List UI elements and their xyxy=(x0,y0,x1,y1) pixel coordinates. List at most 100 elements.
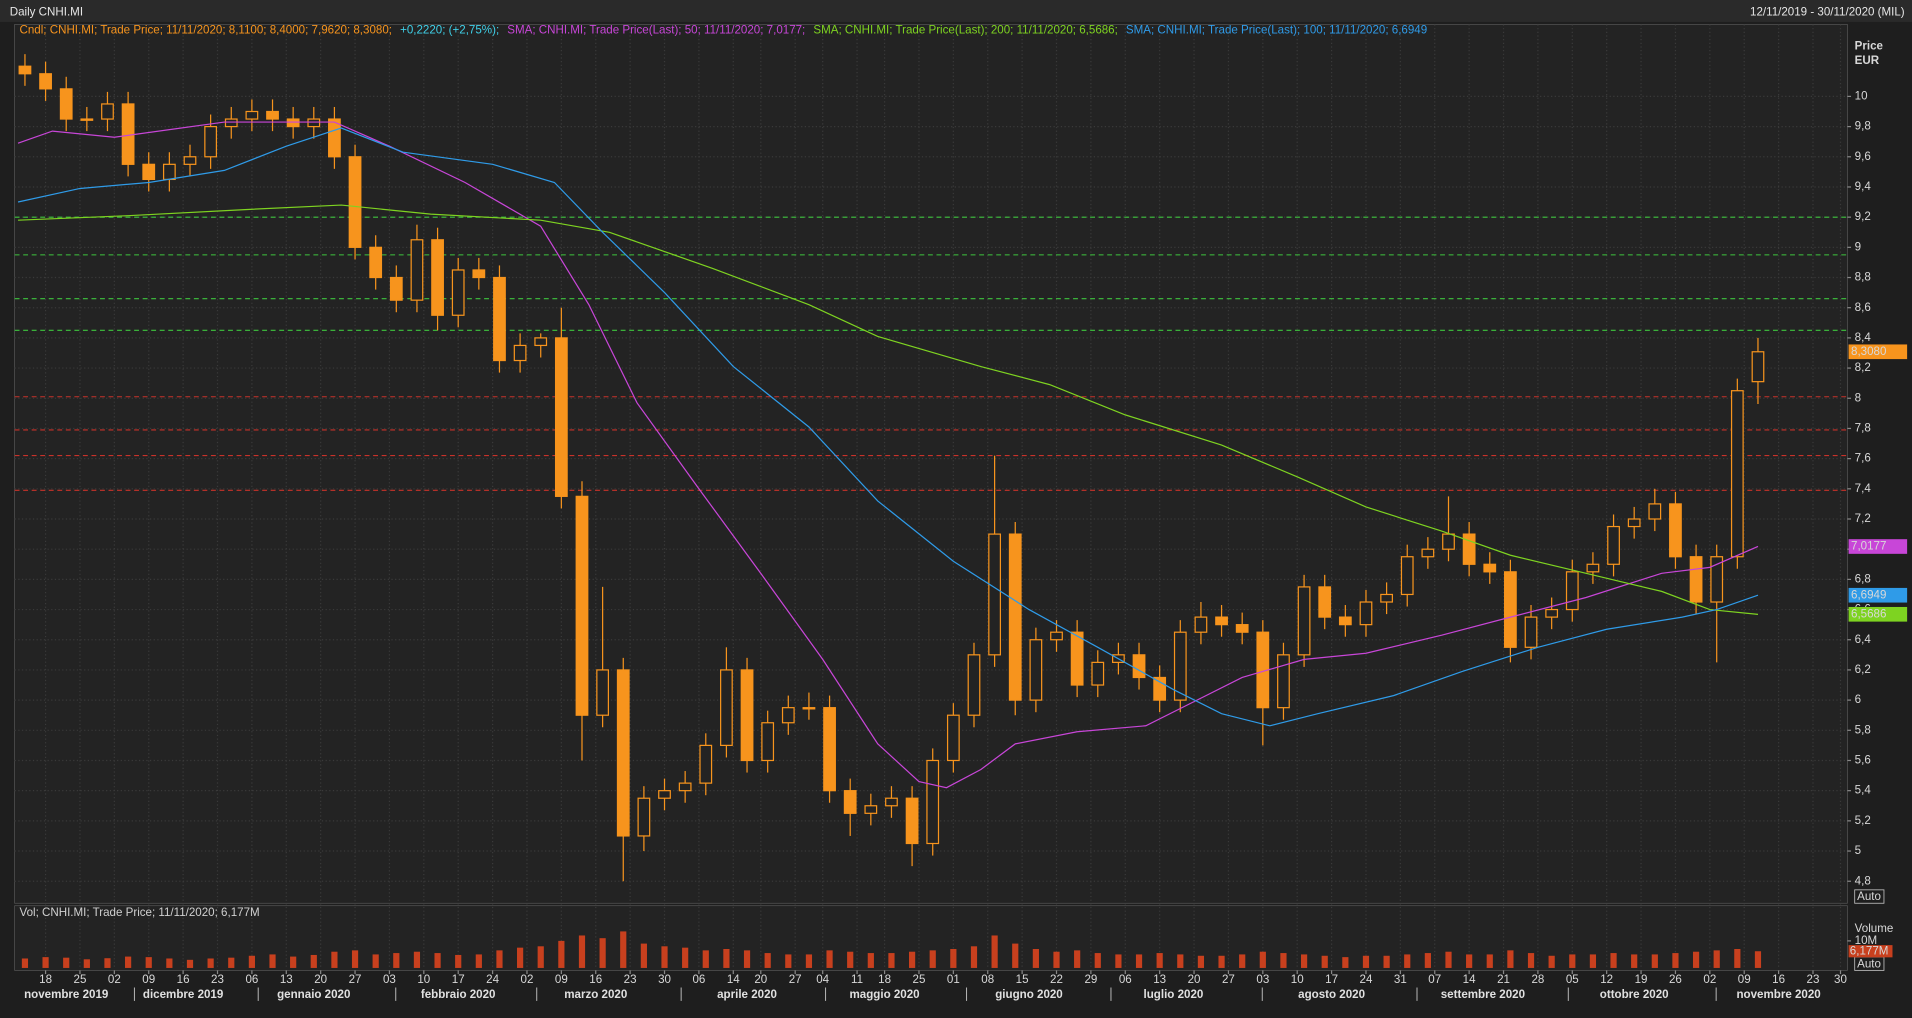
x-tick-label: 27 xyxy=(349,974,362,986)
volume-bar xyxy=(1527,953,1535,968)
auto-label[interactable]: Auto xyxy=(1857,891,1881,903)
candle-body xyxy=(162,163,176,181)
x-tick-label: 01 xyxy=(947,974,960,986)
x-tick-label: 02 xyxy=(108,974,121,986)
candle-body xyxy=(1421,548,1435,558)
candle-body xyxy=(1483,563,1497,573)
legend: Cndl; CNHI.MI; Trade Price; 11/11/2020; … xyxy=(20,25,1428,37)
x-tick-label: 20 xyxy=(1188,974,1201,986)
volume-bar xyxy=(475,954,482,968)
x-tick-label: 06 xyxy=(1119,974,1132,986)
volume-bar xyxy=(248,955,255,968)
y-tick-label: 8 xyxy=(1855,392,1861,404)
candle-body xyxy=(1277,654,1290,709)
volume-bar xyxy=(21,958,29,968)
candle-body xyxy=(761,722,775,762)
legend-sma: SMA; CNHI.MI; Trade Price(Last); 200; 11… xyxy=(813,25,1117,37)
y-tick-label: 9,4 xyxy=(1855,181,1872,193)
x-tick-label: 16 xyxy=(177,974,190,986)
volume-bar xyxy=(1466,954,1473,968)
candle-body xyxy=(1607,525,1620,565)
candle-body xyxy=(1297,586,1311,656)
candle-body xyxy=(637,797,651,837)
x-tick-label: 14 xyxy=(1463,974,1476,986)
y-tick-label: 8,6 xyxy=(1855,302,1871,314)
candle-body xyxy=(946,714,960,762)
candle-body xyxy=(1132,654,1146,679)
x-tick-label: 09 xyxy=(142,974,155,986)
x-tick-label: 25 xyxy=(913,974,926,986)
candle-body xyxy=(1689,556,1703,603)
candle-body xyxy=(245,110,259,120)
x-tick-label: 07 xyxy=(1428,974,1441,986)
volume-axis-label: Volume xyxy=(1855,923,1894,935)
candle-body xyxy=(534,337,548,347)
volume-bar xyxy=(1280,953,1287,968)
x-tick-label: 06 xyxy=(692,974,705,986)
candle-body xyxy=(493,276,506,362)
x-tick-label: 08 xyxy=(981,974,994,986)
volume-bar xyxy=(785,954,792,968)
volume-bar xyxy=(682,947,689,968)
volume-bar xyxy=(1548,955,1555,968)
volume-bar xyxy=(1589,954,1597,968)
auto-label[interactable]: Auto xyxy=(1857,958,1881,970)
x-tick-label: 10 xyxy=(417,974,430,986)
candle-body xyxy=(389,276,403,301)
candle-body xyxy=(905,797,919,845)
y-axis-unit: EUR xyxy=(1855,55,1880,67)
volume-bar xyxy=(805,954,813,968)
volume-bar xyxy=(1383,955,1390,968)
candle-body xyxy=(1710,556,1724,603)
volume-bar xyxy=(1631,954,1638,968)
candle-body xyxy=(1173,631,1187,701)
candle-body xyxy=(678,782,692,792)
month-label: marzo 2020 xyxy=(564,989,627,1001)
y-tick-label: 9,2 xyxy=(1855,211,1871,223)
candle-body xyxy=(1730,390,1744,558)
y-tick-label: 8,2 xyxy=(1855,362,1871,374)
y-tick-label: 4,8 xyxy=(1855,875,1871,887)
y-tick-label: 5,2 xyxy=(1855,815,1871,827)
month-label: novembre 2019 xyxy=(24,989,109,1001)
volume-tag-label: 6,177M xyxy=(1850,945,1889,957)
x-tick-label: 09 xyxy=(555,974,568,986)
volume-bar xyxy=(1342,957,1349,968)
candle-body xyxy=(1318,586,1332,618)
x-tick-label: 17 xyxy=(452,974,465,986)
volume-bar xyxy=(372,954,379,968)
candle-body xyxy=(431,239,444,316)
candle-body xyxy=(1050,631,1063,641)
x-tick-label: 20 xyxy=(314,974,327,986)
x-tick-label: 21 xyxy=(1497,974,1510,986)
price-tag-label: 6,6949 xyxy=(1851,589,1886,601)
candle-body xyxy=(183,156,197,165)
volume-bar xyxy=(620,931,627,968)
volume-bar xyxy=(351,950,359,968)
y-tick-label: 7,4 xyxy=(1855,483,1872,495)
candle-body xyxy=(266,110,279,120)
candle-body xyxy=(699,744,713,784)
volume-bar xyxy=(558,940,565,968)
x-tick-label: 18 xyxy=(878,974,891,986)
price-tag xyxy=(1848,587,1908,603)
candle-body xyxy=(59,88,73,120)
volume-bar xyxy=(1115,954,1122,968)
candle-body xyxy=(720,669,733,747)
volume-bar xyxy=(1300,954,1308,968)
auto-button[interactable] xyxy=(1854,889,1885,904)
volume-bar xyxy=(578,935,586,968)
volume-bar xyxy=(434,953,441,968)
x-tick-label: 16 xyxy=(1772,974,1785,986)
candle-body xyxy=(885,797,898,807)
x-tick-label: 25 xyxy=(74,974,87,986)
volume-bar xyxy=(496,950,503,968)
x-tick-label: 26 xyxy=(1669,974,1682,986)
volume-bar xyxy=(310,954,317,968)
x-tick-label: 23 xyxy=(624,974,637,986)
volume-bar xyxy=(1569,954,1576,968)
volume-bar xyxy=(1651,954,1658,968)
volume-bar xyxy=(1672,953,1679,968)
candle-body xyxy=(348,156,362,248)
candle-body xyxy=(1380,593,1393,603)
